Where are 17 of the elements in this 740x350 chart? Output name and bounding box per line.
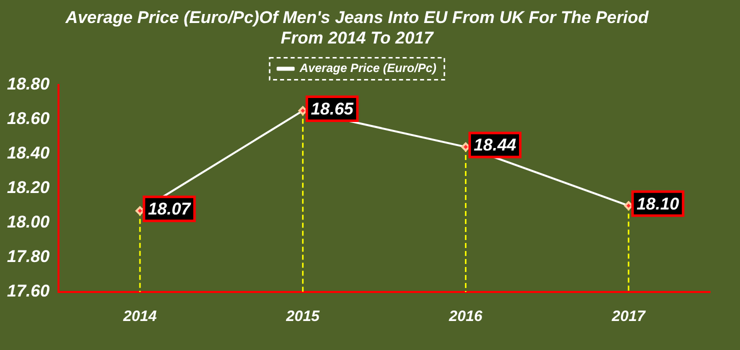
x-tick-label: 2015 [285, 308, 320, 326]
x-tick-label: 2014 [122, 308, 158, 326]
data-label: 18.10 [636, 194, 680, 214]
y-tick-label: 18.40 [6, 144, 50, 163]
y-tick-label: 18.60 [6, 109, 50, 128]
x-tick-label: 2016 [448, 308, 484, 326]
data-label: 18.65 [310, 99, 354, 118]
y-tick-label: 18.00 [6, 212, 50, 232]
data-label: 18.44 [474, 136, 517, 155]
data-label: 18.07 [148, 200, 192, 219]
y-tick-label: 18.20 [6, 178, 50, 198]
y-tick-label: 17.80 [6, 247, 50, 266]
y-tick-label: 17.60 [6, 282, 50, 301]
legend-label: Average Price (Euro/Pc) [298, 61, 436, 76]
chart-title: Average Price (Euro/Pc)Of Men's Jeans Into EU From UK For The Period From 2014 To 2017 [64, 8, 650, 48]
x-tick-label: 2017 [610, 308, 646, 326]
y-tick-label: 18.80 [6, 74, 50, 94]
